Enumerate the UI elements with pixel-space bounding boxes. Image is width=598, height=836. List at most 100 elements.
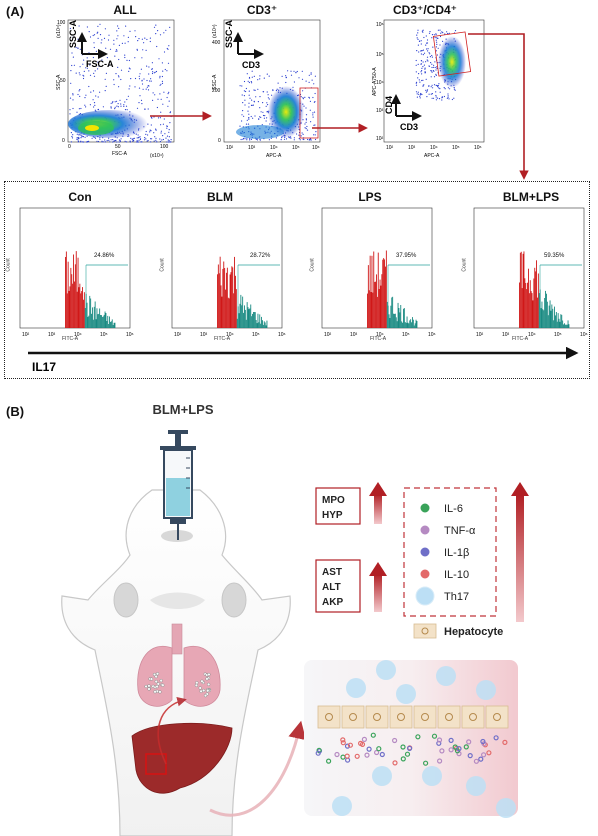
scatter-dot (79, 134, 81, 136)
scatter-dot (439, 44, 441, 46)
scatter-dot (310, 72, 312, 74)
cytokine-dot (415, 734, 421, 740)
x-tick-cd3-3: 10⁵ (292, 145, 300, 151)
scatter-dot (70, 82, 72, 84)
scatter-dot (262, 114, 265, 117)
scatter-dot (157, 30, 159, 32)
scatter-dot (134, 57, 136, 59)
scatter-dot (108, 139, 110, 141)
histogram-bar (254, 312, 256, 328)
histogram-bar (249, 308, 251, 328)
scatter-dot (438, 98, 441, 100)
scatter-dot (127, 41, 129, 43)
scatter-dot (426, 48, 428, 50)
scatter-dot (444, 33, 446, 35)
scatter-dot (154, 94, 156, 96)
histogram-bar (219, 256, 221, 328)
scatter-dot (247, 80, 249, 82)
cytokine-dot (340, 740, 346, 746)
scatter-dot (101, 39, 103, 41)
lung-cell (149, 677, 154, 681)
histogram-bar (369, 255, 371, 328)
hepatocyte-cell (437, 705, 461, 729)
cytokine-dot (354, 753, 360, 759)
scatter-dot (136, 140, 138, 142)
scatter-dot (103, 141, 105, 143)
scatter-dot (431, 84, 433, 86)
lung-cell (153, 690, 157, 694)
scatter-dot (309, 100, 311, 102)
scatter-dot (92, 90, 95, 92)
scatter-dot (113, 79, 115, 81)
scatter-dot (162, 135, 164, 137)
arrow-y-label-cd4: CD4 (384, 96, 394, 114)
scatter-dot (78, 136, 80, 139)
hist-tick-label: 10⁶ (580, 332, 588, 338)
scatter-dot (155, 139, 157, 141)
scatter-dot (421, 79, 423, 82)
scatter-dot (150, 80, 152, 82)
histogram-bar (409, 320, 411, 328)
scatter-dot (275, 137, 277, 139)
scatter-dot (155, 33, 157, 35)
cytokine-dot (439, 748, 445, 754)
histogram-bar (564, 323, 565, 328)
mouse-illustration (61, 489, 307, 836)
scatter-dot (128, 88, 130, 90)
scatter-dot (168, 131, 170, 133)
scatter-dot (150, 78, 152, 80)
scatter-dot (124, 109, 127, 111)
legend-label: IL-6 (444, 503, 463, 515)
histogram-bar (68, 290, 70, 328)
scatter-dot (257, 101, 259, 103)
scatter-dot (437, 86, 439, 88)
hist-percent-blm-lps: 59.35% (544, 253, 565, 259)
histogram-bar (236, 318, 238, 328)
scatter-dot (428, 65, 430, 67)
x-tick-cd3-4: 10⁶ (312, 145, 320, 151)
scatter-dot (110, 102, 112, 104)
scatter-dot (80, 137, 82, 139)
histogram-bar (251, 316, 253, 328)
histogram-bar (217, 264, 219, 328)
histogram-bar (541, 301, 543, 328)
scatter-dot (168, 45, 170, 47)
histogram-bar (246, 302, 248, 328)
scatter-dot (285, 77, 287, 79)
scatter-dot (147, 85, 149, 87)
histogram-bar (111, 319, 113, 328)
scatter-dot (287, 70, 289, 72)
scatter-dot (110, 139, 112, 141)
cytokine-dot (480, 738, 486, 745)
legend-label: IL-10 (444, 569, 469, 581)
scatter-dot (125, 25, 127, 27)
scatter-dot (453, 88, 455, 90)
histogram-bar (367, 265, 369, 328)
histogram-bar (239, 303, 241, 328)
histogram-bar (73, 254, 74, 328)
scatter-dot (420, 40, 422, 42)
scatter-dot (163, 91, 165, 93)
histogram-bar (519, 282, 520, 328)
scatter-dot (305, 118, 307, 120)
scatter-dot (258, 118, 260, 120)
scatter-dot (283, 138, 286, 140)
scatter-dot (94, 109, 96, 111)
scatter-dot (259, 116, 261, 118)
cytokine-dot (437, 758, 443, 764)
histogram-bar (262, 320, 263, 328)
scatter-dot (153, 140, 155, 142)
scatter-dot (248, 90, 250, 92)
scatter-dot (417, 44, 419, 46)
scatter-dot (100, 42, 102, 44)
lung-cell (158, 690, 162, 694)
histogram-bar (97, 314, 99, 328)
scatter-dot (267, 97, 269, 99)
histogram-bar (537, 273, 539, 328)
histogram-bar (101, 315, 102, 328)
scatter-dot (118, 141, 120, 143)
scatter-dot (159, 93, 161, 95)
scatter-dot (117, 103, 119, 105)
histogram-bar (104, 311, 106, 328)
hist-y-label-lps: Count (309, 258, 316, 272)
